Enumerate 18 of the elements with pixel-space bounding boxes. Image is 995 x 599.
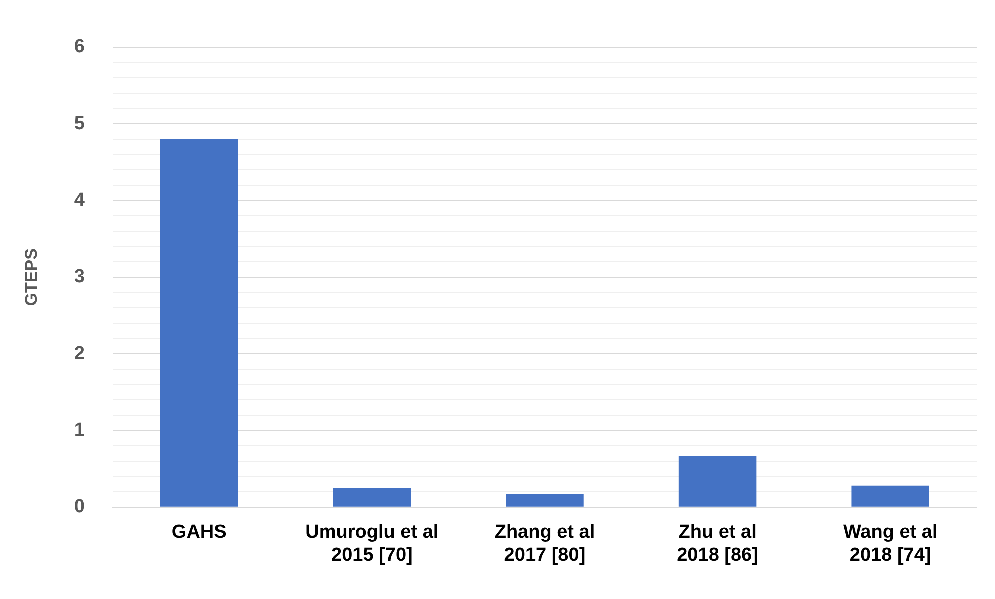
y-tick-label: 3	[74, 266, 85, 288]
x-tick-label: Wang et al 2018 [74]	[843, 522, 938, 566]
bar	[852, 486, 930, 507]
bar	[333, 488, 412, 507]
y-axis-title: GTEPS	[22, 248, 41, 306]
y-tick-label: 5	[74, 113, 86, 134]
bar	[160, 139, 238, 507]
x-tick-label: Zhu et al 2018 [86]	[677, 522, 758, 566]
x-tick-label: GAHS	[172, 522, 227, 544]
y-tick-label: 6	[74, 36, 85, 58]
bar	[506, 494, 584, 507]
x-tick-label: Umuroglu et al 2015 [70]	[306, 522, 439, 566]
x-tick-label: Zhang et al 2017 [80]	[494, 522, 596, 566]
y-tick-label: 0	[74, 496, 85, 518]
y-tick-label: 4	[74, 190, 86, 211]
y-tick-label: 1	[74, 420, 86, 441]
bar	[678, 456, 757, 507]
y-tick-label: 2	[74, 343, 85, 364]
